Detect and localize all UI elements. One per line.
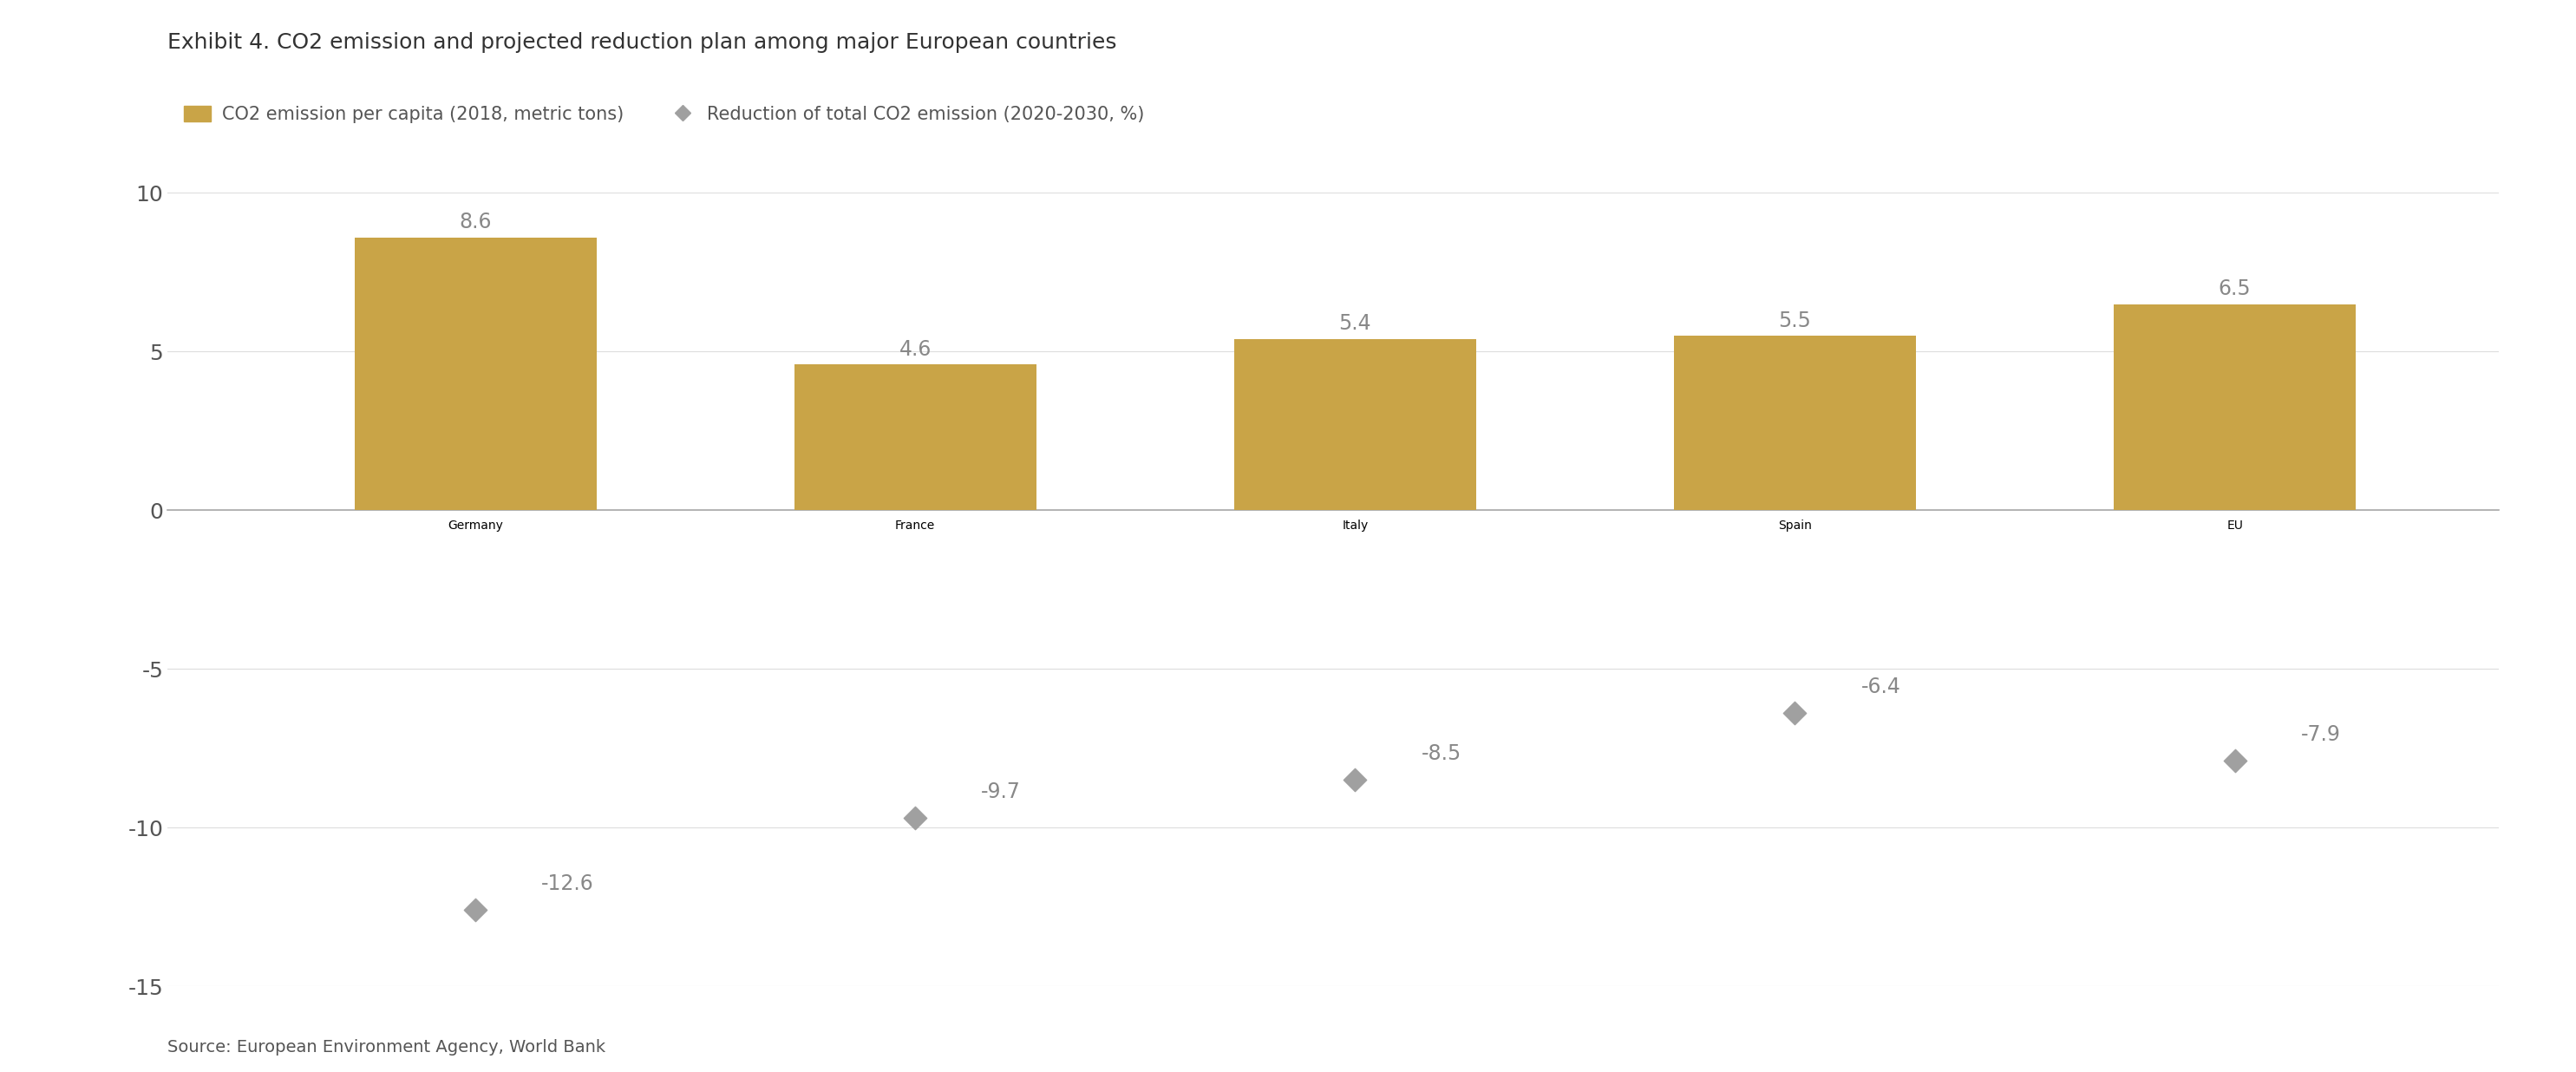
Text: 8.6: 8.6 (459, 212, 492, 233)
Point (456, 902, 497, 919)
Bar (793, 364, 1036, 510)
Text: -8.5: -8.5 (1422, 743, 1461, 764)
Bar (1234, 339, 1476, 510)
Point (894, 809, 935, 827)
Text: 4.6: 4.6 (899, 339, 933, 359)
Text: 5.4: 5.4 (1340, 313, 1370, 334)
Text: Exhibit 4. CO2 emission and projected reduction plan among major European countr: Exhibit 4. CO2 emission and projected re… (167, 32, 1118, 53)
Point (1775, 704, 1816, 721)
Point (1334, 772, 1376, 789)
Text: 5.5: 5.5 (1777, 310, 1811, 331)
Text: -12.6: -12.6 (541, 874, 595, 894)
Point (2215, 753, 2257, 770)
Text: 6.5: 6.5 (2218, 279, 2251, 299)
Bar (1674, 336, 1917, 510)
Text: -7.9: -7.9 (2300, 725, 2342, 745)
Bar (355, 237, 595, 510)
Bar (2115, 304, 2357, 510)
Text: -9.7: -9.7 (981, 781, 1020, 802)
Text: Source: European Environment Agency, World Bank: Source: European Environment Agency, Wor… (167, 1040, 605, 1056)
Legend: CO2 emission per capita (2018, metric tons), Reduction of total CO2 emission (20: CO2 emission per capita (2018, metric to… (178, 99, 1151, 131)
Text: -6.4: -6.4 (1860, 676, 1901, 698)
